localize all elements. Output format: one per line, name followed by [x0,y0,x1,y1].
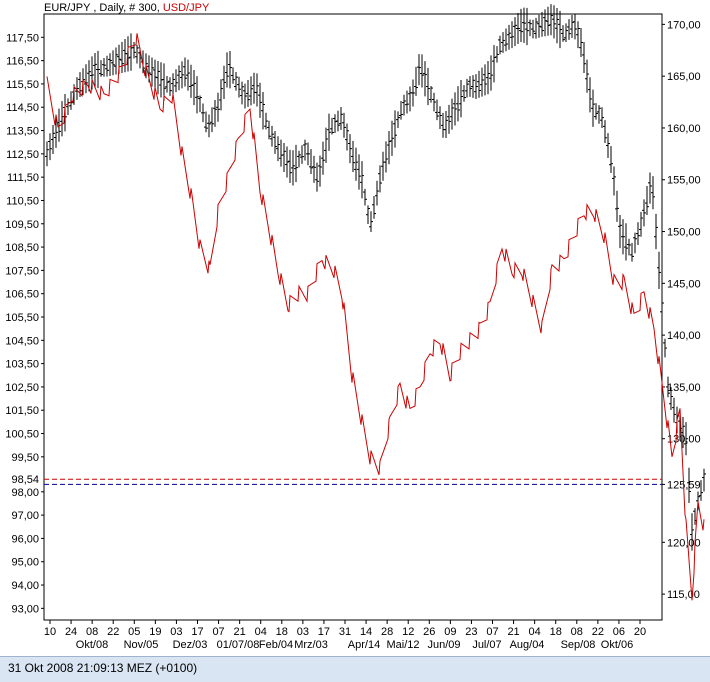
eurjpy-series [45,4,706,551]
left-tick-label: 117,50 [6,32,39,44]
left-tick-label: 95,00 [11,557,39,569]
x-day-label: 03 [170,626,182,638]
left-tick-label: 101,50 [5,405,39,417]
left-tick-label: 104,50 [5,335,39,347]
usdjpy-reference-label: 98,54 [11,474,39,486]
x-day-label: 24 [65,626,77,638]
x-day-label: 22 [107,626,119,638]
chart-info: , Daily, # 300, [90,2,163,14]
right-tick-label: 130,00 [667,434,701,446]
right-tick-label: 155,00 [667,175,701,187]
x-day-label: 09 [444,626,456,638]
left-tick-label: 99,50 [11,452,39,464]
x-day-label: 17 [191,626,203,638]
x-day-label: 19 [149,626,161,638]
status-bar: 31 Okt 2008 21:09:13 MEZ (+0100) [0,656,710,682]
usdjpy-reference-label-bg [2,473,42,486]
x-day-label: 26 [423,626,435,638]
left-tick-label: 108,50 [5,242,39,254]
x-day-label: 08 [86,626,98,638]
x-day-label: 18 [550,626,562,638]
x-day-label: 05 [128,626,140,638]
left-tick-label: 111,50 [7,172,39,184]
left-tick-label: 112,50 [6,149,39,161]
x-day-label: 07 [212,626,224,638]
left-tick-label: 100,50 [5,429,39,441]
right-tick-label: 140,00 [667,330,701,342]
x-day-label: 04 [255,626,267,638]
usdjpy-series [46,33,705,601]
status-timestamp: 31 Okt 2008 21:09:13 MEZ (+0100) [8,661,198,675]
x-day-label: 03 [297,626,309,638]
right-tick-label: 115,00 [667,589,700,601]
x-day-label: 20 [634,626,646,638]
left-tick-label: 116,50 [6,56,39,68]
x-month-label: Jul/07 [472,639,501,651]
right-tick-label: 160,00 [667,123,701,135]
x-month-label: Apr/14 [348,639,380,651]
x-month-label: Aug/04 [510,639,545,651]
x-month-label: Okt/06 [601,639,633,651]
chart-canvas: EUR/JPY , Daily, # 300, USD/JPY 117,5011… [2,2,706,651]
overlay-symbol: USD/JPY [163,2,210,14]
right-tick-label: 165,00 [667,71,701,83]
left-tick-label: 103,50 [5,359,39,371]
x-day-label: 21 [234,626,246,638]
x-month-label: Sep/08 [561,639,596,651]
right-tick-label: 170,00 [667,19,701,31]
x-day-label: 31 [339,626,351,638]
left-tick-label: 96,00 [11,533,39,545]
x-month-label: Feb/04 [259,639,293,651]
x-month-label: Okt/08 [76,639,108,651]
x-month-label: Mai/12 [386,639,419,651]
right-tick-label: 135,00 [667,382,701,394]
x-day-label: 22 [592,626,604,638]
left-tick-label: 110,50 [6,195,39,207]
left-tick-label: 94,00 [11,580,39,592]
x-day-label: 12 [402,626,414,638]
x-day-label: 04 [529,626,541,638]
right-tick-label: 145,00 [667,278,701,290]
x-month-label: Mrz/03 [294,639,328,651]
left-tick-label: 113,50 [6,126,39,138]
x-day-label: 28 [381,626,393,638]
left-tick-label: 98,00 [11,487,39,499]
left-tick-label: 114,50 [6,102,39,114]
x-day-label: 18 [276,626,288,638]
usdjpy-line [46,33,705,601]
x-day-label: 10 [44,626,56,638]
left-tick-label: 107,50 [5,265,39,277]
left-tick-label: 105,50 [5,312,39,324]
left-tick-label: 93,00 [11,603,39,615]
x-day-label: 07 [486,626,498,638]
x-day-label: 21 [507,626,519,638]
x-day-label: 23 [465,626,477,638]
left-axis: 117,50 116,50 115,50 114,50 113,50 112,50 111,… [5,32,44,615]
x-day-label: 06 [613,626,625,638]
x-day-label: 17 [318,626,330,638]
x-day-label: 14 [360,626,372,638]
left-tick-label: 102,50 [5,382,39,394]
chart-symbol: EUR/JPY [44,2,91,14]
svg-text:EUR/JPY , Daily, # 300, USD/JP: EUR/JPY , Daily, # 300, USD/JPY [44,2,210,14]
left-tick-label: 109,50 [5,219,39,231]
left-tick-label: 97,00 [11,510,39,522]
reference-lines: 98,54 [2,473,662,486]
right-tick-label: 150,00 [667,227,701,239]
left-tick-label: 115,50 [6,79,39,91]
x-day-label: 08 [571,626,583,638]
x-axis: 10 24 08 22 05 19 03 17 07 21 04 18 03 17 31 14 28 12 26 09… [44,620,646,651]
plot-frame [43,13,663,621]
x-month-label: Dez/03 [173,639,208,651]
left-tick-label: 106,50 [5,289,39,301]
x-month-label: Jun/09 [427,639,460,651]
x-month-label: 01/07/08 [217,639,260,651]
x-month-label: Nov/05 [124,639,159,651]
